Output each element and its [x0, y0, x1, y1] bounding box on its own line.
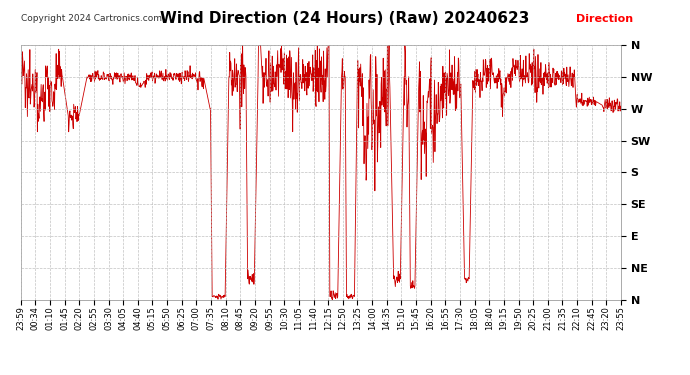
Text: Direction: Direction — [576, 14, 633, 24]
Text: Copyright 2024 Cartronics.com: Copyright 2024 Cartronics.com — [21, 14, 161, 23]
Text: Wind Direction (24 Hours) (Raw) 20240623: Wind Direction (24 Hours) (Raw) 20240623 — [160, 11, 530, 26]
